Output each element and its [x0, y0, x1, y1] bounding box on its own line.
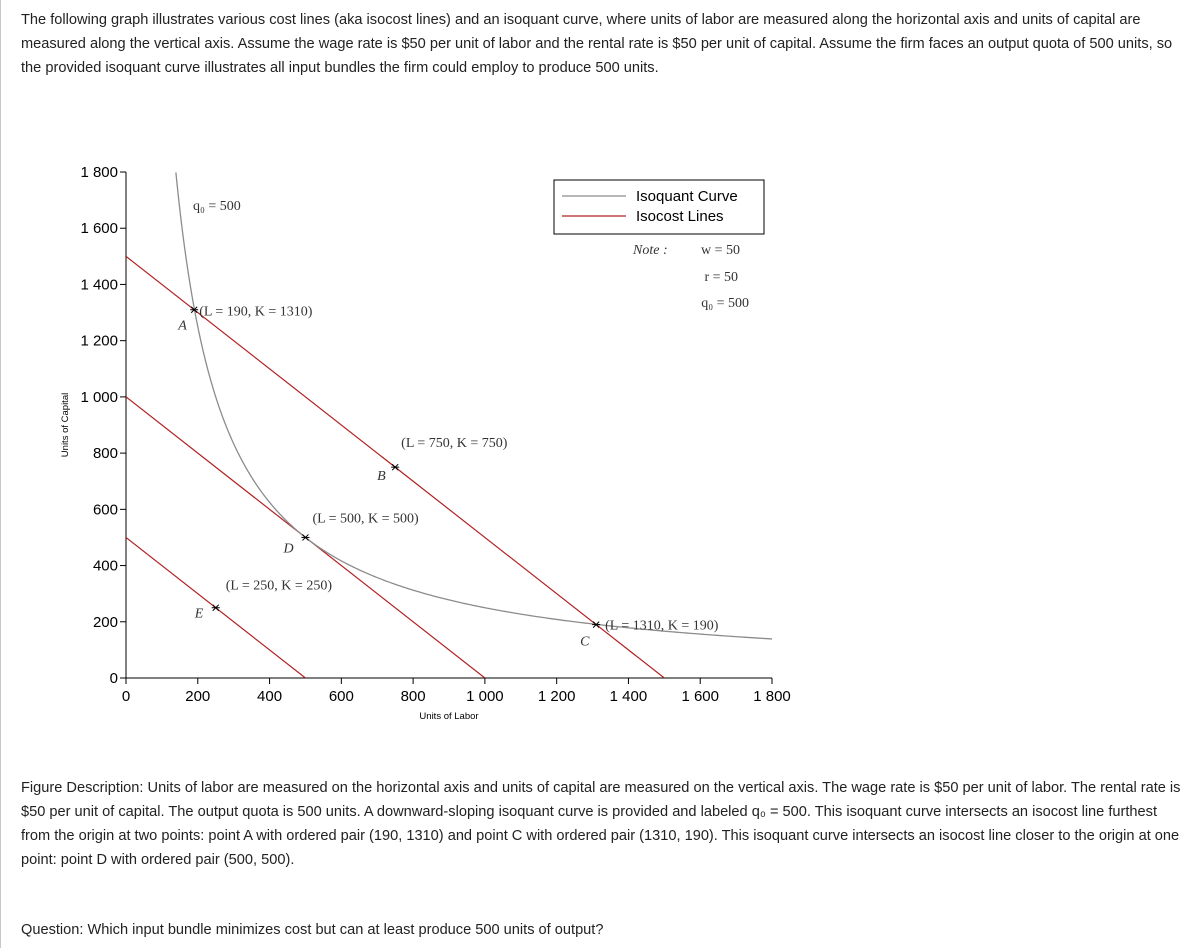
legend-box [553, 179, 765, 235]
y-axis-title: Units of Capital [60, 393, 71, 457]
point-c-name: C [580, 635, 590, 650]
x-tick-label: 200 [185, 688, 210, 705]
point-a-name: A [177, 319, 187, 334]
point-d-name: D [282, 541, 293, 556]
point-a-marker [190, 306, 199, 314]
y-tick-label: 800 [93, 445, 118, 462]
point-e-marker [211, 604, 220, 612]
x-tick-label: 1 400 [610, 688, 648, 705]
x-tick-label: 800 [401, 688, 426, 705]
isoquant-curve [175, 172, 772, 640]
legend-isocost-label: Isocost Lines [636, 208, 724, 225]
left-border [0, 0, 1, 948]
y-tick-label: 1 200 [80, 333, 118, 350]
y-tick-label: 200 [93, 614, 118, 631]
point-c-marker [592, 621, 601, 628]
point-e-coords: (L = 250, K = 250) [226, 579, 333, 594]
isoquant-label: q₀ = 500 [193, 199, 241, 214]
x-axis-title: Units of Labor [419, 711, 478, 722]
axes: 0 200 400 600 800 1 000 1 200 1 400 1 600 1 800 0 2… [60, 164, 791, 722]
point-c-coords: (L = 1310, K = 190) [605, 619, 719, 634]
point-d-marker [301, 534, 310, 541]
y-tick-label: 400 [93, 558, 118, 575]
point-a-coords: (L = 190, K = 1310) [199, 305, 313, 320]
figure-description: Figure Description: Units of labor are m… [21, 780, 1181, 868]
x-tick-label: 400 [257, 688, 282, 705]
point-e-name: E [194, 607, 204, 622]
note-wage: w = 50 [701, 243, 740, 258]
x-tick-label: 1 600 [681, 688, 719, 705]
question-text: Question: Which input bundle minimizes c… [21, 922, 604, 938]
y-tick-label: 1 400 [80, 276, 118, 293]
point-b-name: B [377, 469, 386, 484]
point-d-coords: (L = 500, K = 500) [312, 511, 419, 526]
intro-paragraph: The following graph illustrates various … [21, 12, 1173, 76]
y-tick-label: 600 [93, 501, 118, 518]
chart-container: 0 200 400 600 800 1 000 1 200 1 400 1 600 1 800 0 2… [0, 150, 820, 740]
y-tick-label: 1 800 [80, 164, 118, 181]
legend-isoquant-label: Isoquant Curve [636, 188, 738, 205]
point-markers [190, 306, 601, 628]
note-quota: q₀ = 500 [701, 296, 749, 311]
isoquant-isocost-chart: 0 200 400 600 800 1 000 1 200 1 400 1 600 1 800 0 2… [60, 164, 791, 722]
y-tick-label: 1 000 [80, 389, 118, 406]
y-tick-label: 0 [110, 670, 118, 687]
x-tick-label: 0 [122, 688, 130, 705]
y-tick-label: 1 600 [80, 220, 118, 237]
x-tick-label: 600 [329, 688, 354, 705]
plot-lines [126, 172, 772, 678]
point-b-marker [391, 463, 400, 471]
note-label: Note : [632, 243, 668, 258]
x-tick-label: 1 000 [466, 688, 504, 705]
annotations: A (L = 190, K = 1310) B (L = 750, K = 750) C… [177, 199, 719, 650]
x-tick-label: 1 800 [753, 688, 791, 705]
point-b-coords: (L = 750, K = 750) [401, 436, 508, 451]
note-rental: r = 50 [704, 270, 738, 285]
legend: Isoquant Curve Isocost Lines Note : w = 50 r… [553, 179, 765, 311]
x-tick-label: 1 200 [538, 688, 576, 705]
